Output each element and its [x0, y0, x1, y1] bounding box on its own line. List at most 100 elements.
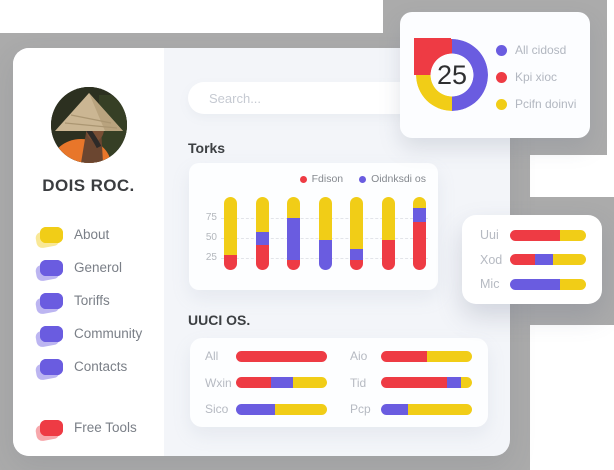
legend-dot-icon — [496, 71, 507, 83]
toriffs-icon — [40, 292, 63, 309]
free-tools-icon — [40, 419, 63, 436]
legend-label: Pcifn doinvi — [515, 97, 577, 111]
sidebar: DOIS ROC. About Generol Toriffs Community Co… — [13, 48, 164, 456]
bar-segment-yellow — [461, 377, 472, 388]
bar-segment-purple — [255, 232, 269, 246]
stacked-bar — [255, 197, 269, 270]
donut-chart-card: 25 All cidosd Kpi xioc Pcifn doinvi — [400, 12, 590, 138]
stacked-bar — [236, 377, 327, 388]
uuci-chart-card: All Wxin Sico Aio Tid Pcp — [190, 338, 488, 427]
stacked-bar — [381, 377, 472, 388]
bar-segment-red — [413, 221, 426, 270]
stacked-bar — [510, 278, 586, 290]
sidebar-menu: About Generol Toriffs Community Contacts Free… — [13, 218, 164, 444]
sidebar-item-toriffs[interactable]: Toriffs — [13, 284, 164, 317]
avatar — [50, 87, 127, 163]
bar-row-label: Tid — [350, 375, 367, 390]
bar-row-label: Wxin — [205, 375, 232, 390]
stacked-bar — [224, 197, 237, 270]
bar-segment-red — [287, 259, 300, 270]
legend-item-fdison: Fdison — [299, 173, 344, 185]
bar-segment-red — [381, 240, 395, 270]
legend-dot-icon — [299, 175, 307, 183]
legend-item-kpi-xioc: Kpi xioc — [496, 70, 576, 84]
bar-segment-purple — [350, 248, 363, 260]
torks-legend: Fdison Oidnksdi os — [299, 173, 426, 185]
sidebar-item-label: Community — [74, 326, 143, 341]
bar-row-label: Pcp — [350, 402, 371, 416]
bar-segment-yellow — [552, 254, 586, 265]
y-axis-tick: 25 — [205, 252, 217, 263]
bar-row-label: Mic — [480, 277, 500, 291]
bar-row-label: Aio — [350, 349, 368, 363]
legend-dot-icon — [359, 175, 367, 183]
stacked-bar — [510, 229, 586, 241]
torks-bars — [224, 197, 426, 270]
bar-segment-yellow — [275, 403, 327, 415]
bar-segment-red — [236, 377, 271, 388]
stacked-bar — [381, 403, 472, 415]
sidebar-item-contacts[interactable]: Contacts — [13, 350, 164, 383]
bar-row-label: Sico — [205, 402, 229, 416]
legend-label: Fdison — [311, 173, 344, 185]
bar-segment-yellow — [350, 197, 363, 249]
bar-segment-purple — [270, 377, 294, 388]
stacked-bar — [318, 197, 332, 270]
legend-item-all-cidosd: All cidosd — [496, 43, 576, 57]
stacked-bar — [381, 350, 472, 362]
bar-segment-yellow — [287, 197, 300, 219]
bar-segment-purple — [287, 218, 300, 260]
sidebar-item-free-tools[interactable]: Free Tools — [13, 411, 164, 444]
about-icon — [40, 226, 63, 243]
bar-segment-red — [350, 259, 363, 270]
search-input[interactable] — [188, 82, 437, 114]
community-icon — [40, 325, 63, 342]
sidebar-item-label: Contacts — [74, 359, 128, 374]
contacts-icon — [40, 358, 63, 375]
bar-row-all: All — [205, 349, 327, 363]
bar-segment-purple — [413, 207, 426, 222]
profile-name: DOIS ROC. — [42, 176, 135, 195]
stacked-bar — [236, 350, 327, 362]
stacked-bar — [510, 254, 586, 265]
bar-segment-yellow — [255, 197, 269, 233]
bar-row-xod: Xod — [480, 253, 586, 267]
bar-row-tid: Tid — [350, 376, 472, 390]
legend-label: All cidosd — [515, 43, 567, 57]
bar-row-label: All — [205, 349, 219, 363]
donut-legend: All cidosd Kpi xioc Pcifn doinvi — [496, 43, 576, 111]
bar-segment-purple — [510, 278, 561, 290]
bar-segment-yellow — [408, 403, 472, 415]
sidebar-item-label: Toriffs — [74, 293, 110, 308]
sidebar-item-label: Free Tools — [74, 420, 137, 435]
bar-row-label: Xod — [480, 252, 503, 267]
bar-segment-purple — [535, 254, 553, 265]
bar-segment-yellow — [293, 377, 327, 388]
mini-bars-card: Uui Xod Mic — [462, 215, 602, 304]
bar-segment-yellow — [560, 278, 586, 290]
bar-segment-purple — [381, 403, 409, 415]
sidebar-item-generol[interactable]: Generol — [13, 251, 164, 284]
sidebar-item-label: About — [74, 227, 110, 242]
donut-ring — [416, 39, 488, 111]
sidebar-item-label: Generol — [74, 260, 123, 275]
stacked-bar — [287, 197, 300, 270]
bar-row-sico: Sico — [205, 402, 327, 416]
uuci-column-right: Aio Tid Pcp — [350, 349, 472, 416]
bar-segment-red — [236, 350, 327, 362]
bar-row-aio: Aio — [350, 349, 472, 363]
generol-icon — [40, 259, 63, 276]
stacked-bar — [236, 403, 327, 415]
uuci-column-left: All Wxin Sico — [205, 349, 327, 416]
mini-bars-rows: Uui Xod Mic — [480, 228, 586, 291]
sidebar-item-about[interactable]: About — [13, 218, 164, 251]
bar-segment-yellow — [413, 197, 426, 208]
sidebar-item-community[interactable]: Community — [13, 317, 164, 350]
bar-row-wxin: Wxin — [205, 376, 327, 390]
bar-row-mic: Mic — [480, 277, 586, 291]
legend-label: Oidnksdi os — [371, 173, 426, 185]
bar-segment-yellow — [318, 197, 332, 241]
bar-segment-yellow — [426, 350, 472, 362]
